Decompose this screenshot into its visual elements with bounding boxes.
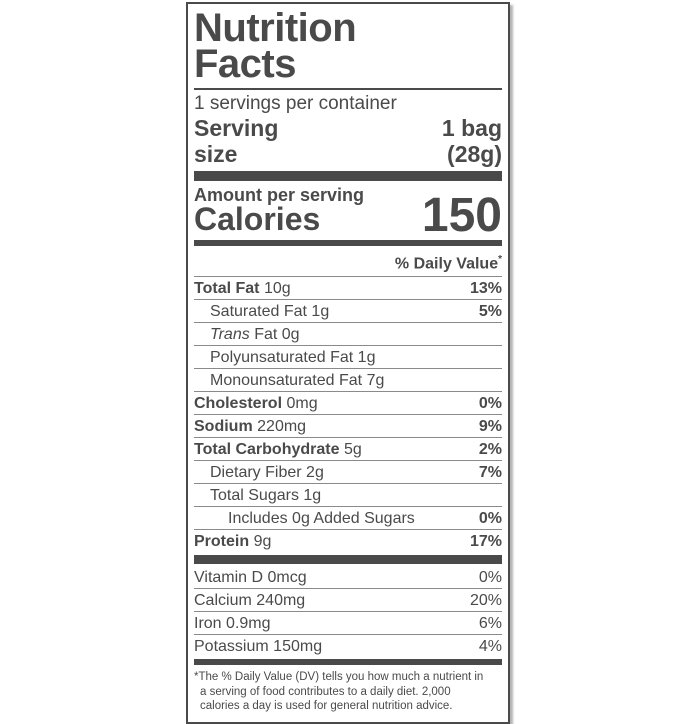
nutrient-rows-section: Total Fat 10g 13% Saturated Fat 1g 5% Tran… [194,277,502,552]
nutrient-row-total-sugars: Total Sugars 1g [194,483,502,506]
nutrient-name: Saturated Fat [210,302,307,320]
nutrient-row-cholesterol: Cholesterol 0mg 0% [194,391,502,414]
nutrient-name: Fat [254,325,278,343]
micronutrient-row-vitamin-d: Vitamin D 0mcg 0% [194,566,502,588]
nutrient-name: Total Fat [194,279,260,297]
daily-value-footnote: *The % Daily Value (DV) tells you how mu… [194,665,502,717]
micronutrient-dv: 20% [469,591,502,609]
micronutrient-name: Iron [194,614,222,632]
medium-divider-bar [194,240,502,246]
nutrient-amount: 10g [263,279,291,297]
micronutrient-dv: 0% [478,568,502,586]
nutrient-row-trans-fat: Trans Fat 0g [194,322,502,345]
footnote-line-2: a serving of food contributes to a daily… [200,685,451,698]
footnote-line-1: *The % Daily Value (DV) tells you how mu… [194,671,484,684]
nutrient-row-added-sugars: Includes 0g Added Sugars 0% [194,506,502,529]
calories-section: Amount per serving Calories 150 [194,186,502,242]
nutrient-row-protein: Protein 9g 17% [194,529,502,552]
amount-per-serving-label: Amount per serving [194,185,365,205]
nutrient-dv: 0% [478,509,502,527]
nutrient-name: Protein [194,532,250,550]
micronutrient-dv: 6% [478,614,502,632]
nutrient-name: Cholesterol [194,394,283,412]
nutrient-dv: 5% [478,302,502,320]
nutrient-row-saturated-fat: Saturated Fat 1g 5% [194,299,502,322]
nutrient-name: Polyunsaturated Fat [210,348,354,366]
footnote-line-3: calories a day is used for general nutri… [200,700,453,713]
servings-per-container-text: 1 servings per container [194,93,397,114]
nutrient-name: Total Carbohydrate [194,440,340,458]
daily-value-header: % Daily Value* [194,249,502,278]
nutrient-amount: 1g [357,348,376,366]
micronutrient-amount: 150mg [273,637,323,655]
serving-size-row-1: Serving 1 bag [194,115,502,141]
nutrient-amount: 9g [253,532,272,550]
thin-divider-bar-bottom [194,659,502,666]
nutrient-dv: 2% [478,440,502,458]
nutrient-name: Sodium [194,417,253,435]
title-divider-rule [194,88,502,90]
serving-size-row-2: size (28g) [194,141,502,167]
serving-size-label-line2: size [194,141,238,167]
micronutrient-row-potassium: Potassium 150mg 4% [194,634,502,657]
nutrient-dv: 13% [469,279,502,297]
nutrient-row-total-fat: Total Fat 10g 13% [194,277,502,299]
micronutrient-dv: 4% [478,637,502,655]
micronutrient-name: Potassium [194,637,269,655]
nutrient-name: Monounsaturated Fat [210,371,363,389]
calories-label: Calories [194,201,321,237]
micronutrient-amount: 0.9mg [226,614,271,632]
nutrient-amount: 0g [281,325,300,343]
daily-value-header-text: % Daily Value [394,255,499,273]
nutrient-name-italic: Trans [210,325,250,343]
nutrient-row-polyunsaturated-fat: Polyunsaturated Fat 1g [194,345,502,368]
serving-size-value-line2: (28g) [447,141,502,167]
micronutrient-amount: 240mg [256,591,306,609]
title-line-facts: Facts [194,42,297,86]
serving-size-label-line1: Serving [194,115,279,141]
nutrient-name: Dietary Fiber [210,463,302,481]
nutrient-row-dietary-fiber: Dietary Fiber 2g 7% [194,460,502,483]
nutrient-row-total-carbohydrate: Total Carbohydrate 5g 2% [194,437,502,460]
nutrient-row-sodium: Sodium 220mg 9% [194,414,502,437]
micronutrient-row-iron: Iron 0.9mg 6% [194,611,502,634]
serving-size-value-line1: 1 bag [441,115,502,141]
nutrient-dv: 17% [469,532,502,550]
nutrition-facts-label: Nutrition Facts 1 servings per container… [186,2,510,724]
daily-value-asterisk: * [498,254,502,265]
micronutrient-name: Calcium [194,591,252,609]
title-line-nutrition: Nutrition [194,6,357,50]
nutrient-name: Includes 0g Added Sugars [228,509,415,527]
nutrient-name: Total Sugars [210,486,299,504]
nutrient-dv: 9% [478,417,502,435]
micronutrient-row-calcium: Calcium 240mg 20% [194,588,502,611]
nutrient-amount: 5g [343,440,362,458]
micronutrient-amount: 0mcg [267,568,307,586]
nutrient-dv: 7% [478,463,502,481]
nutrient-amount: 220mg [257,417,307,435]
micronutrient-rows-section: Vitamin D 0mcg 0% Calcium 240mg 20% Iron 0.… [194,566,502,657]
thick-divider-bar-middle [194,555,502,565]
calories-labels: Amount per serving Calories [194,186,364,235]
label-title: Nutrition Facts [194,6,502,86]
nutrient-amount: 7g [366,371,385,389]
nutrient-row-monounsaturated-fat: Monounsaturated Fat 7g [194,368,502,391]
nutrient-amount: 0mg [286,394,318,412]
thick-divider-bar-top [194,171,502,181]
nutrient-amount: 1g [311,302,330,320]
nutrient-amount: 1g [303,486,322,504]
calories-value: 150 [421,189,502,242]
nutrient-amount: 2g [306,463,324,481]
micronutrient-name: Vitamin D [194,568,264,586]
nutrient-dv: 0% [478,394,502,412]
